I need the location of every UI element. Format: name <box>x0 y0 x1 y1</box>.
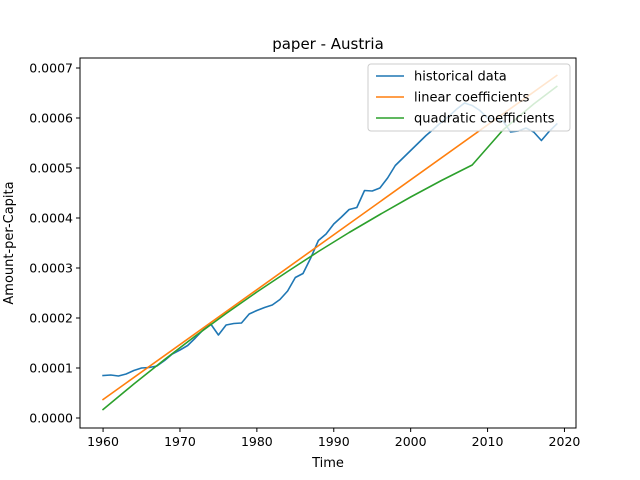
chart-title: paper - Austria <box>272 35 384 53</box>
y-tick-label: 0.0007 <box>29 61 73 76</box>
series-line-quadratic-coefficients <box>101 85 558 411</box>
x-axis: 1960 1970 1980 1990 2000 2010 2020 <box>87 428 580 449</box>
x-tick-label: 1990 <box>318 434 350 449</box>
legend-label: historical data <box>414 70 507 85</box>
y-tick-label: 0.0006 <box>29 111 73 126</box>
y-tick-label: 0.0005 <box>29 161 73 176</box>
y-axis-label: Amount-per-Capita <box>2 181 17 304</box>
x-tick-label: 1960 <box>87 434 119 449</box>
x-tick-label: 2000 <box>395 434 427 449</box>
legend-box <box>367 63 571 132</box>
y-tick-label: 0.0003 <box>29 261 73 276</box>
legend-label: linear coefficients <box>414 91 530 106</box>
x-tick-label: 2010 <box>472 434 504 449</box>
x-tick-label: 1970 <box>164 434 196 449</box>
legend-label: quadratic coefficients <box>414 112 555 127</box>
x-tick-label: 1980 <box>241 434 273 449</box>
y-tick-label: 0.0000 <box>29 411 73 426</box>
x-tick-label: 2020 <box>549 434 581 449</box>
y-tick-label: 0.0002 <box>29 311 73 326</box>
x-axis-label: Time <box>311 456 344 471</box>
plot-area-frame <box>79 57 577 429</box>
y-tick-label: 0.0001 <box>29 361 73 376</box>
y-tick-label: 0.0004 <box>29 211 73 226</box>
legend: historical data linear coefficients quadra… <box>367 63 571 132</box>
y-axis: 0.0000 0.0001 0.0002 0.0003 0.0004 0.0005 0.00… <box>29 61 80 426</box>
